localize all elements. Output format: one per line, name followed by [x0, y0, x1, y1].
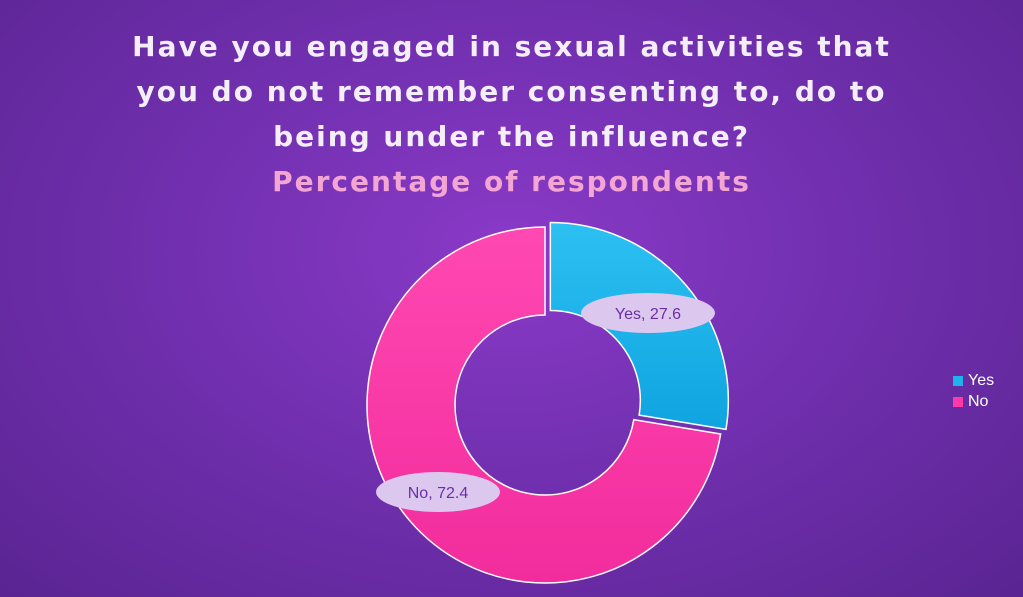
legend-swatch-no — [953, 396, 963, 407]
legend-item-no: No — [953, 391, 994, 412]
chart-title-line-3: being under the influence? — [273, 120, 750, 153]
chart-title-line-1: Have you engaged in sexual activities th… — [132, 30, 891, 63]
data-label-no: No, 72.4 — [376, 472, 500, 512]
legend-item-yes: Yes — [953, 370, 994, 391]
data-label-text: Yes, 27.6 — [615, 306, 681, 323]
chart-title: Have you engaged in sexual activities th… — [0, 24, 1023, 204]
legend-label-no: No — [968, 392, 989, 410]
data-label-bubble — [581, 293, 715, 333]
chart-title-line-2: you do not remember consenting to, do to — [136, 75, 887, 108]
chart-legend: Yes No — [953, 370, 994, 412]
data-label-text: No, 72.4 — [408, 485, 469, 502]
data-label-yes: Yes, 27.6 — [581, 293, 715, 333]
chart-subtitle: Percentage of respondents — [272, 165, 751, 198]
legend-label-yes: Yes — [968, 371, 995, 389]
data-label-bubble — [376, 472, 500, 512]
legend-swatch-yes — [953, 375, 963, 386]
